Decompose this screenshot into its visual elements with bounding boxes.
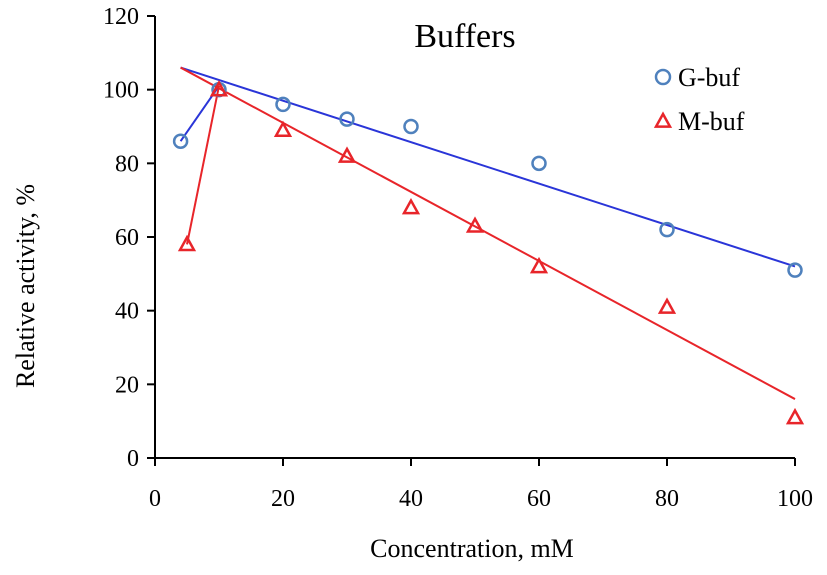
g-buf-point	[339, 111, 355, 127]
y-tick-label: 40	[115, 299, 139, 325]
x-tick-label: 0	[149, 486, 161, 512]
x-tick-label: 40	[399, 486, 423, 512]
m-buf-point	[209, 80, 229, 97]
legend-marker-m-buf	[653, 111, 673, 128]
m-buf-point	[177, 234, 197, 252]
y-tick-label: 0	[127, 446, 139, 472]
g-buf-point	[787, 262, 803, 278]
legend: G-buf M-buf	[653, 63, 745, 136]
y-tick-label: 120	[103, 4, 139, 30]
x-axis-label: Concentration, mM	[370, 534, 574, 563]
m-buf-point	[657, 297, 677, 314]
g-buf-trend-line	[180, 66, 796, 268]
y-tick-label: 60	[115, 225, 139, 251]
data-points	[172, 80, 805, 425]
y-tick-label: 20	[115, 372, 139, 398]
y-tick-label: 80	[115, 151, 139, 177]
x-tick-label: 100	[777, 486, 813, 512]
legend-marker-g-buf	[654, 68, 672, 86]
y-tick-label: 100	[103, 78, 139, 104]
m-buf-point	[785, 407, 805, 425]
m-buf-point	[529, 256, 549, 274]
m-buf-point	[337, 146, 357, 163]
x-tick-label: 20	[271, 486, 295, 512]
g-buf-point	[172, 133, 189, 149]
x-tick-label: 80	[655, 486, 679, 512]
chart-title: Buffers	[414, 18, 515, 55]
m-buf-point	[465, 216, 485, 233]
legend-label-g-buf: G-buf	[678, 63, 740, 92]
y-axis-label: Relative activity, %	[11, 184, 40, 388]
x-tick-label: 60	[527, 486, 551, 512]
legend-label-m-buf: M-buf	[678, 107, 745, 136]
g-buf-point	[531, 155, 547, 172]
g-buf-point	[403, 118, 419, 135]
m-buf-point	[401, 197, 421, 215]
g-buf-point	[659, 221, 675, 238]
m-buf-point	[273, 120, 293, 138]
m-buf-trend-line	[186, 85, 220, 245]
g-buf-point	[275, 96, 291, 113]
axes: 0 20 40 60 80 100 120 0 20 40 60 80 100	[103, 4, 813, 512]
